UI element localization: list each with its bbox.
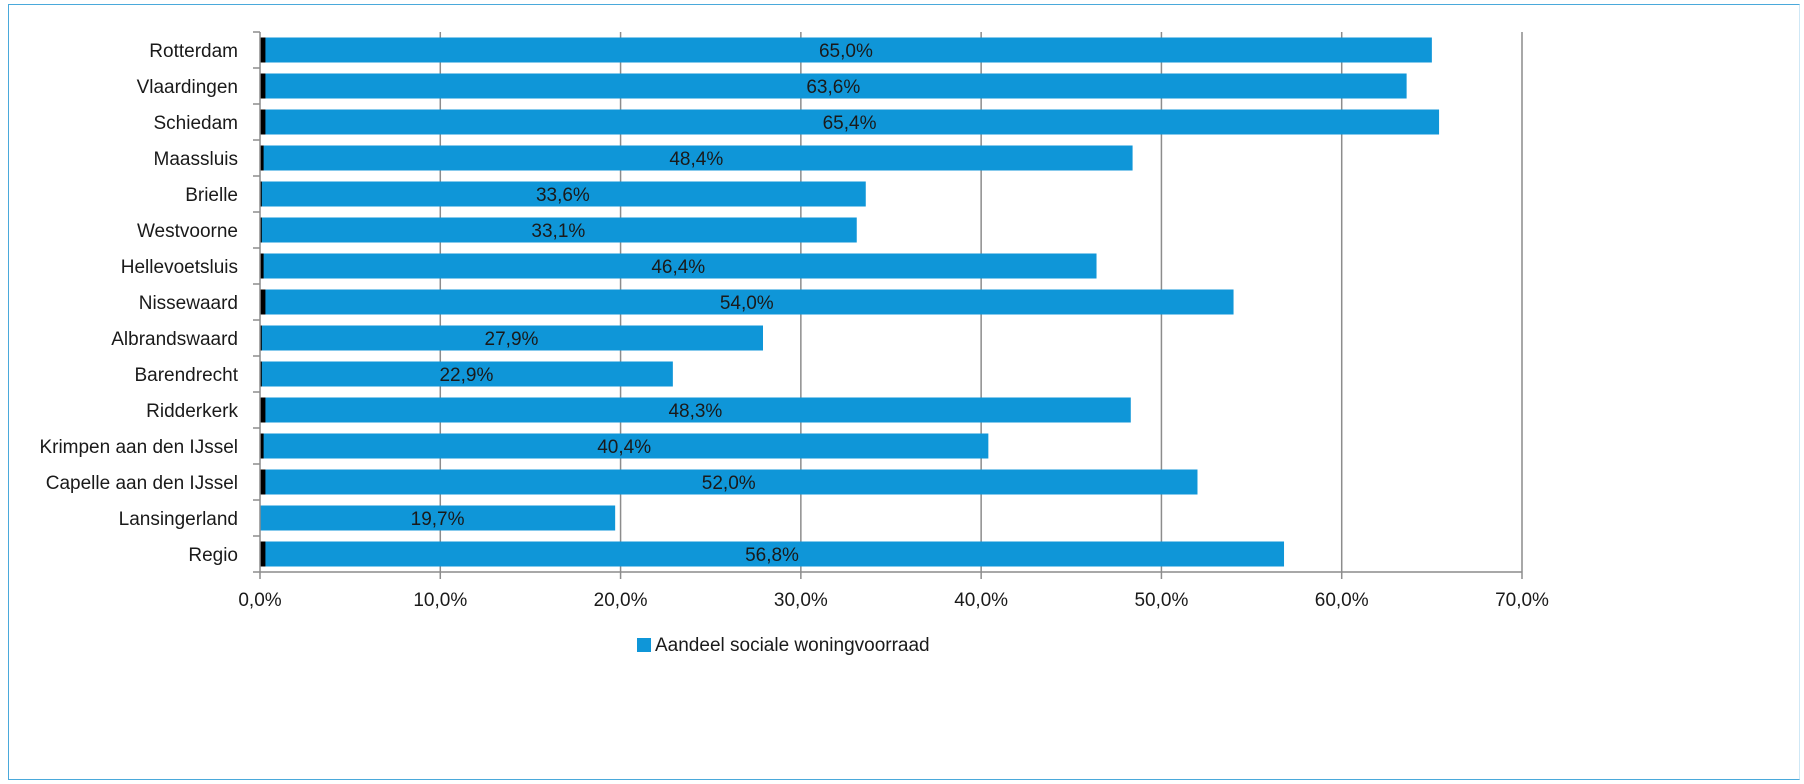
bar-marker (260, 397, 266, 423)
category-label: Nissewaard (139, 293, 238, 314)
data-label: 63,6% (806, 77, 860, 98)
bar (260, 469, 1198, 495)
x-tick-label: 30,0% (774, 590, 828, 611)
category-label: Hellevoetsluis (121, 257, 238, 278)
x-tick-label: 20,0% (594, 590, 648, 611)
x-tick-label: 70,0% (1495, 590, 1549, 611)
data-label: 27,9% (485, 329, 539, 350)
data-label: 19,7% (411, 509, 465, 530)
bar-marker (260, 109, 266, 135)
bar-marker (260, 145, 264, 171)
data-label: 46,4% (651, 257, 705, 278)
x-tick-label: 40,0% (954, 590, 1008, 611)
axes (253, 31, 1523, 579)
category-label: Maassluis (154, 149, 238, 170)
legend-swatch (637, 638, 651, 652)
category-label: Rotterdam (149, 41, 238, 62)
bar-marker (260, 253, 264, 279)
bar-marker (260, 469, 266, 495)
bar-marker (260, 289, 266, 315)
data-label: 48,3% (668, 401, 722, 422)
data-label: 56,8% (745, 545, 799, 566)
x-tick-label: 10,0% (413, 590, 467, 611)
bar (260, 361, 673, 387)
bar-marker (260, 325, 262, 351)
legend-label: Aandeel sociale woningvoorraad (655, 635, 930, 656)
data-label: 22,9% (439, 365, 493, 386)
bar (260, 37, 1432, 63)
category-label: Ridderkerk (146, 401, 238, 422)
category-label: Westvoorne (137, 221, 238, 242)
category-label: Barendrecht (134, 365, 238, 386)
data-label: 52,0% (702, 473, 756, 494)
bar-marker (260, 181, 262, 207)
category-label: Brielle (185, 185, 238, 206)
bar (260, 145, 1133, 171)
data-label: 54,0% (720, 293, 774, 314)
bar (260, 73, 1407, 99)
bar (260, 397, 1131, 423)
category-label: Vlaardingen (137, 77, 238, 98)
labels: 0,0% 10,0% 20,0% 30,0% 40,0% 50,0% 60,0% 70,0% 6… (39, 41, 1549, 611)
bar-marker (260, 217, 262, 243)
bar-marker (260, 37, 266, 63)
category-label: Regio (188, 545, 238, 566)
data-label: 33,6% (536, 185, 590, 206)
x-tick-label: 0,0% (238, 590, 281, 611)
bar (260, 505, 616, 531)
bar (260, 217, 857, 243)
category-label: Albrandswaard (111, 329, 238, 350)
data-label: 65,4% (823, 113, 877, 134)
bar-marker (260, 361, 262, 387)
bar (260, 253, 1097, 279)
bar (260, 109, 1440, 135)
data-label: 48,4% (669, 149, 723, 170)
bars (260, 37, 1440, 567)
bar (260, 325, 763, 351)
category-label: Capelle aan den IJssel (46, 473, 238, 494)
bar (260, 541, 1285, 567)
category-label: Krimpen aan den IJssel (39, 437, 238, 458)
data-label: 65,0% (819, 41, 873, 62)
data-label: 33,1% (531, 221, 585, 242)
category-label: Lansingerland (119, 509, 238, 530)
x-tick-label: 50,0% (1134, 590, 1188, 611)
category-label: Schiedam (154, 113, 239, 134)
bar-marker (260, 541, 266, 567)
bar (260, 181, 866, 207)
data-label: 40,4% (597, 437, 651, 458)
bar-marker (260, 73, 266, 99)
bar (260, 433, 989, 459)
bar (260, 289, 1234, 315)
x-tick-label: 60,0% (1315, 590, 1369, 611)
legend: Aandeel sociale woningvoorraad (637, 635, 930, 656)
bar-marker (260, 433, 264, 459)
